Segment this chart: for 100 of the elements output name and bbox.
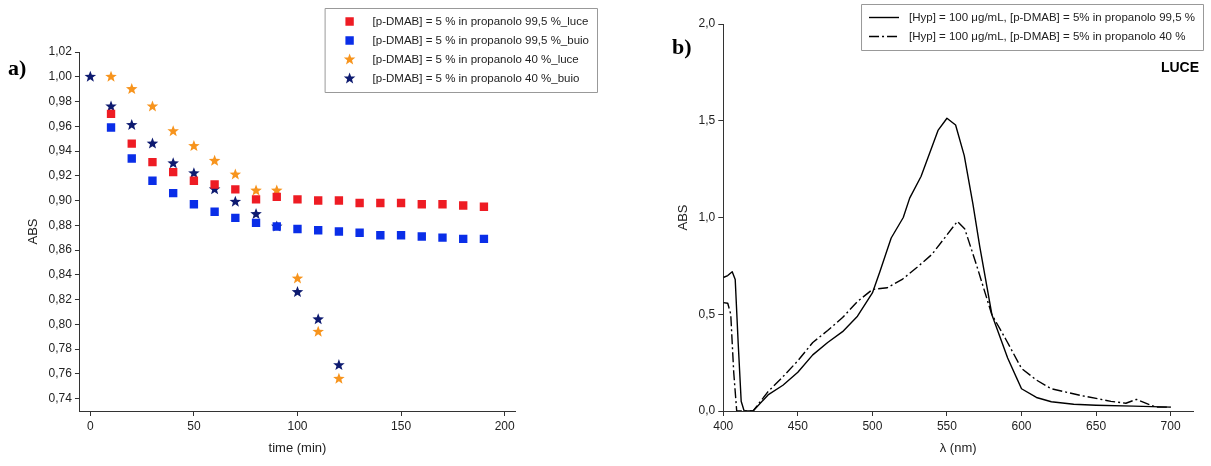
x-axis-title: λ (nm) [939,439,977,455]
point [167,125,179,137]
y-tick-label: 0,88 [48,217,73,232]
point [169,188,178,198]
point [188,140,200,151]
y-tick-label: 0,84 [48,267,73,282]
y-tick-label: 0,96 [48,118,73,133]
x-tick-label: 100 [287,418,308,433]
text: b) [672,34,692,59]
point [417,232,426,241]
x-tick-label: 450 [787,418,809,433]
point [208,154,221,166]
point [148,176,157,185]
point [479,202,489,211]
x-tick-label: 700 [1160,418,1181,433]
point [125,118,138,130]
point [84,70,97,82]
y-tick-label: 0,76 [48,366,73,381]
point [106,109,116,119]
x-axis-title: time (min) [268,439,327,455]
point [312,313,324,325]
legend-label: [p-DMAB] = 5 % in propanolo 99,5 %_luce [372,14,589,27]
y-tick-label: 0,74 [48,390,73,405]
point [355,228,364,237]
x-tick-label: 550 [936,418,958,433]
point [189,176,199,185]
point [333,359,345,371]
y-tick-label: 0,0 [698,403,716,418]
point [293,195,302,204]
x-tick-label: 50 [187,418,201,433]
point [210,207,219,216]
text: a) [8,55,27,80]
y-tick-label: 1,00 [48,69,73,84]
y-tick-label: 0,80 [48,316,73,331]
point [229,168,242,180]
y-axis-title: ABS [25,218,41,245]
legend-label: [p-DMAB] = 5 % in propanolo 40 %_buio [372,71,580,84]
annotation: LUCE [1160,59,1199,75]
x-tick-label: 150 [391,418,412,433]
point [314,226,323,235]
point [125,83,138,95]
legend-label: [Hyp] = 100 μg/mL, [p-DMAB] = 5% in propanolo 40 % [909,29,1186,42]
x-tick-label: 400 [713,418,734,433]
point [417,200,426,209]
y-tick-label: 0,94 [48,143,73,158]
y-tick-label: 1,0 [698,209,716,224]
y-tick-label: 2,0 [698,16,716,31]
y-tick-label: 1,02 [48,44,73,59]
point [169,167,178,177]
point [231,185,240,194]
point [314,196,323,205]
point [396,231,406,240]
point [438,233,447,242]
point [396,198,406,208]
point [229,195,242,207]
point [251,195,261,204]
point [376,198,385,208]
point [210,180,219,189]
y-axis-title: ABS [675,204,691,231]
point [127,139,136,148]
point [459,234,468,244]
point [146,100,159,112]
x-tick-label: 200 [494,418,515,433]
point [250,208,262,220]
point [291,272,304,284]
point [355,198,364,208]
point [127,154,136,163]
point [334,196,344,205]
point [146,137,159,149]
y-tick-label: 0,92 [48,168,73,183]
y-tick-label: 0,78 [48,341,73,356]
point [231,213,240,223]
point [272,192,281,202]
point [334,227,344,236]
point [293,224,302,234]
point [459,201,468,210]
y-tick-label: 0,90 [48,192,73,207]
y-tick-label: 0,98 [48,93,73,108]
legend-label: [Hyp] = 100 μg/mL, [p-DMAB] = 5% in propanolo 99,5 % [909,10,1196,23]
y-tick-label: 1,5 [698,113,716,128]
point [312,325,324,337]
x-tick-label: 600 [1011,418,1032,433]
point [105,70,117,82]
point [167,157,179,169]
point [148,157,157,167]
x-tick-label: 500 [862,418,883,433]
legend-label: [p-DMAB] = 5 % in propanolo 40 %_luce [372,52,579,65]
point [189,200,199,209]
point [291,286,304,298]
x-tick-label: 0 [86,418,94,433]
point [376,231,385,240]
y-tick-label: 0,5 [698,306,716,321]
y-tick-label: 0,82 [48,291,73,306]
point [333,372,345,384]
point [106,123,116,132]
point [251,218,261,228]
y-tick-label: 0,86 [48,242,73,257]
point [438,200,447,209]
legend-label: [p-DMAB] = 5 % in propanolo 99,5 %_buio [372,33,590,46]
x-tick-label: 650 [1086,418,1107,433]
